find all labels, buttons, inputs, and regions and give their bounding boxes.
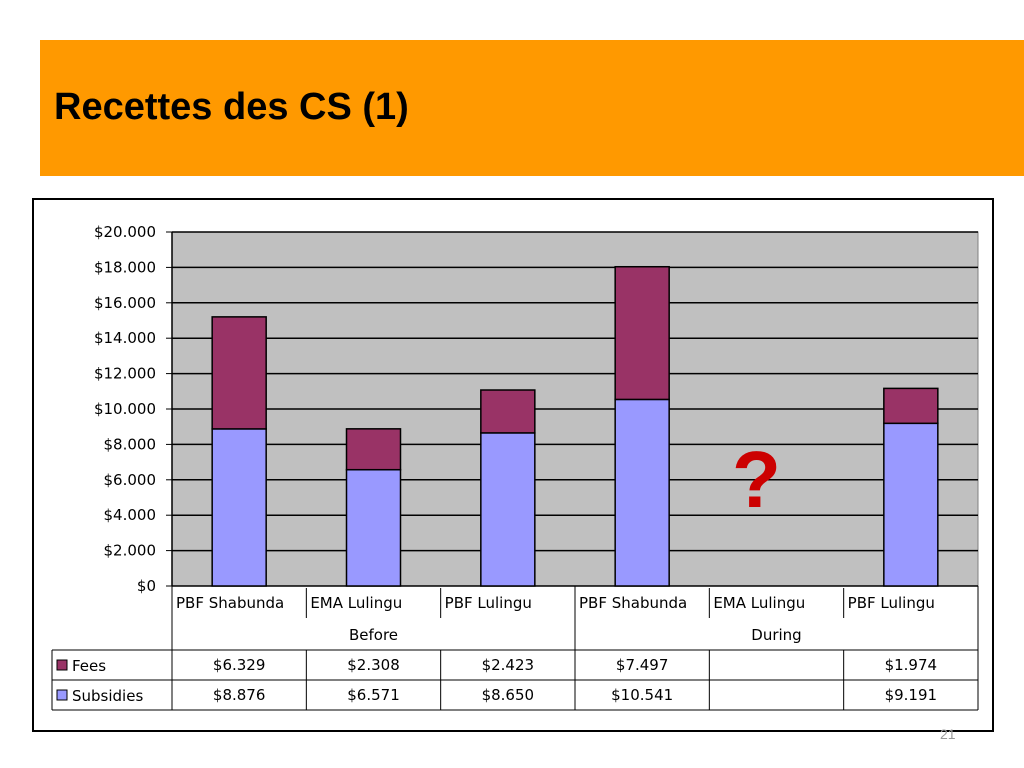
bar-subsidies-1	[345, 468, 402, 587]
y-tick-label: $0	[137, 577, 156, 595]
y-tick-label: $12.000	[94, 365, 156, 383]
stacked-bar-chart: $0 $2.000 $4.000 $6.000 $8.000 $10.000 $12.000…	[51, 223, 979, 711]
bar-fees-5	[883, 387, 939, 425]
y-tick-label: $4.000	[104, 506, 157, 524]
bar-fees-2	[480, 389, 536, 434]
data-label-fees: $2.423	[482, 656, 535, 674]
group-label: During	[751, 626, 801, 644]
legend-swatch-fees	[56, 659, 68, 671]
category-label: PBF Shabunda	[579, 594, 687, 612]
data-label-subsidies: $8.876	[213, 686, 266, 704]
category-label: EMA Lulingu	[310, 594, 402, 612]
y-tick-label: $10.000	[94, 400, 156, 418]
data-label-fees: $6.329	[213, 656, 266, 674]
data-label-fees: $2.308	[347, 656, 400, 674]
y-tick-label: $14.000	[94, 329, 156, 347]
bar-subsidies-3	[614, 398, 670, 587]
data-label-fees: $1.974	[885, 656, 938, 674]
y-tick-label: $16.000	[94, 294, 156, 312]
y-tick-label: $8.000	[104, 435, 157, 453]
page-number: 21	[940, 726, 956, 742]
bar-fees-1	[345, 428, 402, 471]
bar-fees-3	[614, 265, 670, 401]
category-label: PBF Lulingu	[848, 594, 935, 612]
group-label: Before	[349, 626, 398, 644]
y-tick-label: $6.000	[104, 471, 157, 489]
slide-title: Recettes des CS (1)	[54, 86, 409, 128]
data-label-subsidies: $6.571	[347, 686, 400, 704]
data-label-subsidies: $8.650	[482, 686, 535, 704]
category-label: EMA Lulingu	[713, 594, 805, 612]
legend-label-subsidies: Subsidies	[72, 687, 143, 705]
y-tick-label: $20.000	[94, 223, 156, 241]
title-bar: Recettes des CS (1)	[40, 40, 1024, 176]
bar-fees-0	[211, 316, 267, 430]
legend-swatch-subsidies	[56, 689, 68, 701]
bar-subsidies-2	[480, 432, 536, 587]
chart-frame: $0 $2.000 $4.000 $6.000 $8.000 $10.000 $12.000…	[32, 198, 994, 732]
y-tick-label: $2.000	[104, 542, 157, 560]
data-label-subsidies: $10.541	[611, 686, 673, 704]
legend-label-fees: Fees	[72, 657, 106, 675]
y-tick-label: $18.000	[94, 258, 156, 276]
bar-subsidies-0	[211, 428, 267, 587]
category-label: PBF Lulingu	[445, 594, 532, 612]
data-label-fees: $7.497	[616, 656, 669, 674]
bar-subsidies-5	[883, 422, 939, 587]
data-label-subsidies: $9.191	[885, 686, 938, 704]
question-mark-annotation: ?	[732, 435, 781, 524]
category-label: PBF Shabunda	[176, 594, 284, 612]
